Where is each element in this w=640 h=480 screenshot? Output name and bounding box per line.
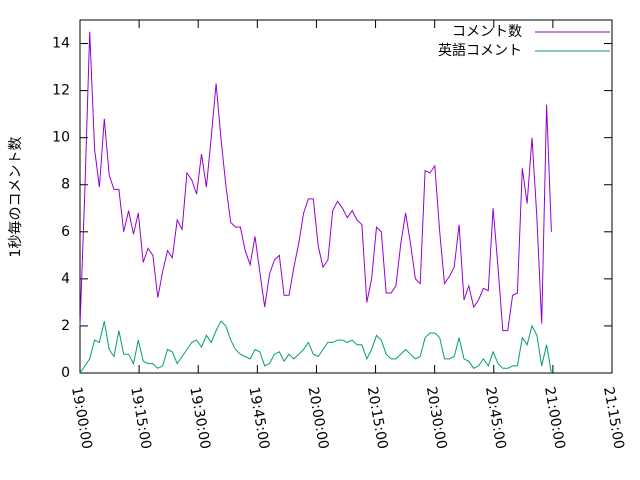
x-tick-label: 20:30:00 — [423, 386, 450, 451]
x-tick-label: 20:00:00 — [305, 386, 332, 451]
x-tick-label: 20:15:00 — [364, 386, 391, 451]
y-tick-label: 0 — [61, 365, 70, 381]
y-tick-label: 8 — [61, 177, 70, 193]
x-tick-label: 20:45:00 — [482, 386, 509, 451]
legend-label: コメント数 — [452, 24, 522, 40]
x-tick-label: 19:15:00 — [127, 386, 154, 451]
y-tick-label: 10 — [52, 130, 70, 146]
y-tick-label: 14 — [52, 36, 70, 52]
series-line — [79, 31, 552, 332]
y-tick-label: 6 — [61, 224, 70, 240]
plot-border — [79, 19, 613, 374]
x-tick-label: 19:30:00 — [186, 386, 213, 451]
x-tick-label: 21:00:00 — [541, 386, 568, 451]
x-tick-label: 19:45:00 — [245, 386, 272, 451]
series-line — [79, 320, 552, 374]
x-tick-label: 19:00:00 — [68, 386, 95, 451]
legend-label: 英語コメント — [438, 42, 522, 59]
y-tick-label: 2 — [61, 318, 70, 334]
x-tick-label: 21:15:00 — [600, 386, 627, 451]
y-tick-label: 12 — [52, 83, 70, 99]
y-tick-label: 4 — [61, 271, 70, 287]
y-axis-label: 1秒毎のコメント数 — [8, 137, 24, 258]
